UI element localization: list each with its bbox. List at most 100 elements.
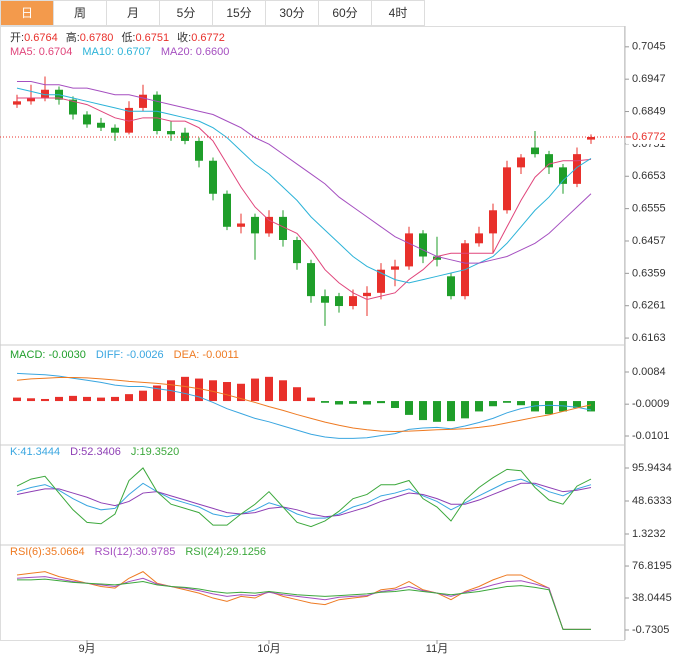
ohlc-value: 0.6780 xyxy=(80,32,114,44)
macd-bar xyxy=(125,394,133,402)
indicator-line xyxy=(17,80,592,264)
indicator-line xyxy=(16,372,592,439)
ohlc-label: 开: xyxy=(10,32,24,44)
macd-bar xyxy=(475,401,483,412)
tab-bar: 日周月 5分 15分 30分 60分 4时 xyxy=(0,0,425,26)
macd-bar xyxy=(545,401,553,415)
macd-bar xyxy=(447,401,455,422)
macd-bar xyxy=(195,378,203,402)
period-tab[interactable]: 60分 xyxy=(319,0,372,26)
candle-body xyxy=(139,94,147,108)
last-price-label: 0.6772 xyxy=(632,131,666,143)
macd-bar xyxy=(321,401,329,403)
y-tick-label: 38.0445 xyxy=(632,592,672,604)
macd-bar xyxy=(377,401,385,404)
macd-bar xyxy=(111,396,119,402)
indicator-label: MA10: 0.6707 xyxy=(82,46,151,58)
macd-bar xyxy=(391,401,399,408)
indicator-label: RSI(24):29.1256 xyxy=(185,546,266,558)
y-tick-label: 0.6653 xyxy=(632,170,666,182)
ohlc-label: 收: xyxy=(177,30,191,44)
indicator-label: D:52.3406 xyxy=(70,446,121,458)
candle-body xyxy=(69,99,77,115)
candle-body xyxy=(279,216,287,240)
indicator-line xyxy=(16,377,592,433)
ohlc-label: 低: xyxy=(121,31,135,44)
period-tab[interactable]: 30分 xyxy=(266,0,319,26)
ohlc-value: 0.6764 xyxy=(24,32,58,44)
macd-bar xyxy=(489,401,497,407)
indicator-line xyxy=(16,571,591,630)
period-tab[interactable]: 周 xyxy=(54,0,107,26)
candle-body xyxy=(97,122,105,128)
macd-bar xyxy=(293,387,301,402)
y-tick-label: 0.6457 xyxy=(632,235,666,247)
indicator-label: MACD: -0.0030 xyxy=(10,349,86,361)
y-tick-label: -0.0101 xyxy=(632,430,669,442)
candle-body xyxy=(223,193,231,227)
candle-body xyxy=(545,154,553,168)
macd-bar xyxy=(153,385,161,402)
y-tick-label: 0.6163 xyxy=(632,332,666,344)
candle-body xyxy=(167,131,175,135)
period-tab[interactable]: 15分 xyxy=(213,0,266,26)
macd-bar xyxy=(419,401,427,421)
macd-bar xyxy=(97,397,105,402)
indicator-label: J:19.3520 xyxy=(131,446,179,458)
macd-bar xyxy=(181,376,189,402)
y-tick-label: 95.9434 xyxy=(632,462,672,474)
indicator-label: RSI(6):35.0664 xyxy=(10,546,85,558)
y-tick-label: 0.7045 xyxy=(632,41,666,53)
x-tick-label: 11月 xyxy=(426,643,448,655)
macd-bar xyxy=(13,397,21,402)
candle-body xyxy=(447,276,455,297)
candle-body xyxy=(251,216,259,234)
y-tick-label: 0.0084 xyxy=(632,366,666,378)
macd-bar xyxy=(223,382,231,402)
macd-bar xyxy=(139,390,147,402)
candle-body xyxy=(559,167,567,184)
ohlc-value: 0.6751 xyxy=(136,32,170,44)
y-tick-label: 0.6849 xyxy=(632,105,666,117)
indicator-label: RSI(12):30.9785 xyxy=(95,546,176,558)
candle-body xyxy=(321,296,329,303)
indicator-line xyxy=(16,87,592,284)
candle-body xyxy=(13,101,21,105)
candle-body xyxy=(195,140,203,161)
macd-bar xyxy=(307,397,315,402)
candle-body xyxy=(391,266,399,270)
macd-bar xyxy=(237,383,245,402)
candle-body xyxy=(237,223,245,227)
macd-bar xyxy=(461,401,469,419)
macd-bar xyxy=(349,401,357,404)
candle-body xyxy=(587,136,595,140)
candle-body xyxy=(573,154,581,184)
period-tab[interactable]: 月 xyxy=(107,0,160,26)
indicator-label: DIFF: -0.0026 xyxy=(96,349,164,361)
period-tab[interactable]: 4时 xyxy=(372,0,425,26)
candle-body xyxy=(433,256,441,260)
period-tab[interactable]: 5分 xyxy=(160,0,213,26)
y-tick-label: 0.6555 xyxy=(632,203,666,215)
candle-body xyxy=(489,210,497,234)
macd-bar xyxy=(209,380,217,402)
candle-body xyxy=(475,233,483,244)
period-tab[interactable]: 日 xyxy=(0,0,54,26)
indicator-line xyxy=(16,467,592,528)
candle-body xyxy=(83,114,91,125)
candle-body xyxy=(349,296,357,307)
x-tick-label: 10月 xyxy=(257,643,280,655)
candle-body xyxy=(293,239,301,264)
indicator-line xyxy=(16,576,591,630)
ohlc-value: 0.6772 xyxy=(191,32,225,44)
y-tick-label: 0.6359 xyxy=(632,267,666,279)
candle-body xyxy=(27,98,35,102)
macd-bar xyxy=(363,401,371,405)
indicator-line xyxy=(16,482,592,518)
macd-bar xyxy=(27,398,35,402)
macd-bar xyxy=(83,396,91,402)
macd-bar xyxy=(251,378,259,402)
macd-bar xyxy=(41,398,49,402)
candle-body xyxy=(405,233,413,267)
